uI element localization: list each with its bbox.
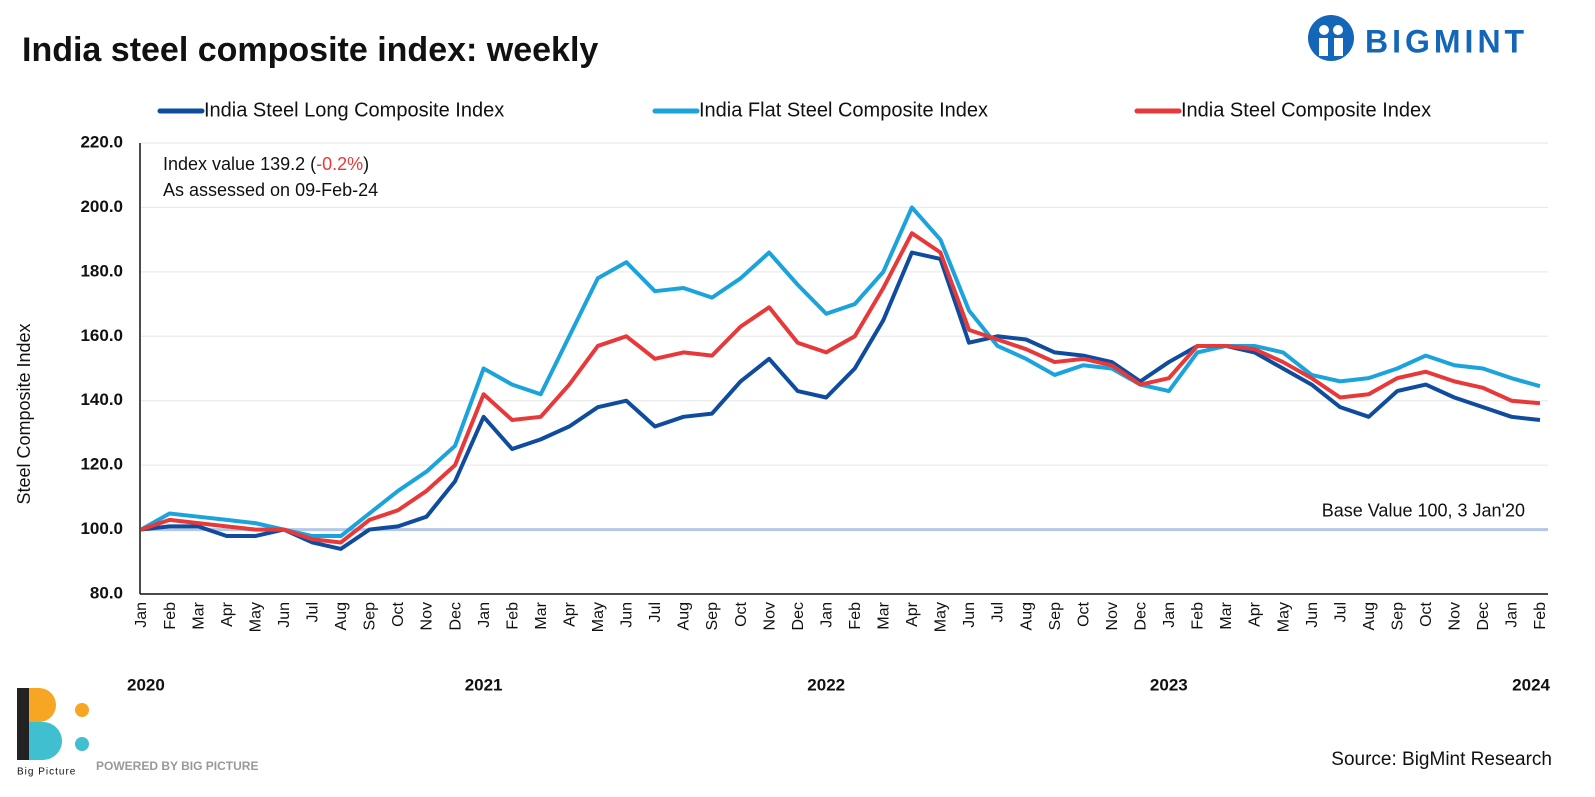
x-tick-label: Jul: [647, 602, 664, 622]
x-tick-label: Jan: [818, 602, 835, 628]
annotation-date: As assessed on 09-Feb-24: [163, 180, 378, 200]
x-tick-label: Feb: [1532, 602, 1549, 630]
year-label: 2023: [1150, 675, 1188, 694]
series-line: [140, 205, 1541, 539]
x-tick-label: Nov: [1447, 602, 1464, 630]
x-tick-label: May: [247, 602, 264, 632]
x-tick-label: Sep: [704, 602, 721, 631]
x-tick-label: Nov: [761, 602, 778, 630]
source: Source: BigMint Research: [1331, 749, 1552, 770]
x-tick-label: Jan: [133, 602, 150, 628]
legend-label: India Flat Steel Composite Index: [699, 99, 988, 121]
x-tick-label: Oct: [1075, 601, 1092, 626]
annotation: Index value 139.2 (-0.2%): [163, 154, 369, 174]
x-tick-label: Dec: [790, 602, 807, 630]
x-tick-label: Dec: [1133, 602, 1150, 630]
x-tick-label: Mar: [876, 601, 893, 629]
x-tick-label: Oct: [733, 601, 750, 626]
bp-name: Big Picture: [17, 767, 76, 778]
x-tick-label: May: [1275, 602, 1292, 632]
series-line: [140, 231, 1541, 545]
x-tick-label: Jun: [619, 602, 636, 628]
x-tick-label: Sep: [1047, 602, 1064, 631]
x-tick-label: Aug: [1361, 602, 1378, 630]
x-tick-label: Jan: [1504, 602, 1521, 628]
x-tick-label: Dec: [447, 602, 464, 630]
x-tick-label: Jan: [1161, 602, 1178, 628]
brand-name: BIGMINT: [1365, 23, 1528, 59]
x-tick-label: Aug: [333, 602, 350, 630]
annotation-prefix: Index value 139.2 (: [163, 154, 316, 174]
x-tick-label: Nov: [419, 602, 436, 630]
x-tick-label: Apr: [904, 601, 921, 627]
x-tick-label: Apr: [1247, 601, 1264, 627]
x-tick-label: Sep: [1389, 602, 1406, 631]
x-tick-label: Jul: [1332, 602, 1349, 622]
year-label: 2022: [807, 675, 845, 694]
y-tick-label: 140.0: [80, 390, 123, 409]
year-label: 2021: [465, 675, 503, 694]
x-tick-label: Jul: [990, 602, 1007, 622]
legend-label: India Steel Long Composite Index: [204, 99, 504, 121]
y-tick-label: 220.0: [80, 132, 123, 151]
powered-by: POWERED BY BIG PICTURE: [96, 759, 258, 773]
x-tick-label: Jul: [305, 602, 322, 622]
x-tick-label: Jun: [961, 602, 978, 628]
x-tick-label: Sep: [362, 602, 379, 631]
year-label: 2020: [127, 675, 165, 694]
x-tick-label: Jun: [1304, 602, 1321, 628]
year-label: 2024: [1512, 675, 1550, 694]
x-tick-label: Aug: [1018, 602, 1035, 630]
series-line: [140, 250, 1541, 551]
x-tick-label: Feb: [162, 602, 179, 630]
x-tick-label: Feb: [504, 602, 521, 630]
x-tick-label: Oct: [390, 601, 407, 626]
y-tick-label: 120.0: [80, 455, 123, 474]
x-tick-label: Jun: [276, 602, 293, 628]
y-tick-label: 180.0: [80, 261, 123, 280]
x-tick-label: Nov: [1104, 602, 1121, 630]
x-tick-label: Jan: [476, 602, 493, 628]
x-tick-label: May: [590, 602, 607, 632]
x-tick-label: Apr: [219, 601, 236, 627]
y-tick-label: 100.0: [80, 519, 123, 538]
y-tick-label: 160.0: [80, 326, 123, 345]
y-axis-label: Steel Composite Index: [14, 323, 34, 504]
x-tick-label: Oct: [1418, 601, 1435, 626]
x-tick-label: Feb: [1190, 602, 1207, 630]
x-tick-label: Aug: [676, 602, 693, 630]
bp-logo: Big Picture POWERED BY BIG PICTURE: [17, 688, 258, 778]
reference-label: Base Value 100, 3 Jan'20: [1322, 500, 1525, 520]
y-tick-label: 80.0: [90, 583, 123, 602]
x-tick-label: Feb: [847, 602, 864, 630]
x-tick-label: Mar: [533, 601, 550, 629]
x-tick-label: May: [933, 602, 950, 632]
chart-title: India steel composite index: weekly: [22, 31, 598, 69]
x-tick-label: Mar: [1218, 601, 1235, 629]
y-tick-label: 200.0: [80, 197, 123, 216]
x-tick-label: Apr: [561, 601, 578, 627]
x-tick-label: Mar: [190, 601, 207, 629]
x-tick-label: Dec: [1475, 602, 1492, 630]
brand-logo: BIGMINT: [1308, 15, 1528, 61]
annotation-change: -0.2%: [316, 154, 363, 174]
legend-label: India Steel Composite Index: [1181, 99, 1431, 121]
annotation-suffix: ): [363, 154, 369, 174]
